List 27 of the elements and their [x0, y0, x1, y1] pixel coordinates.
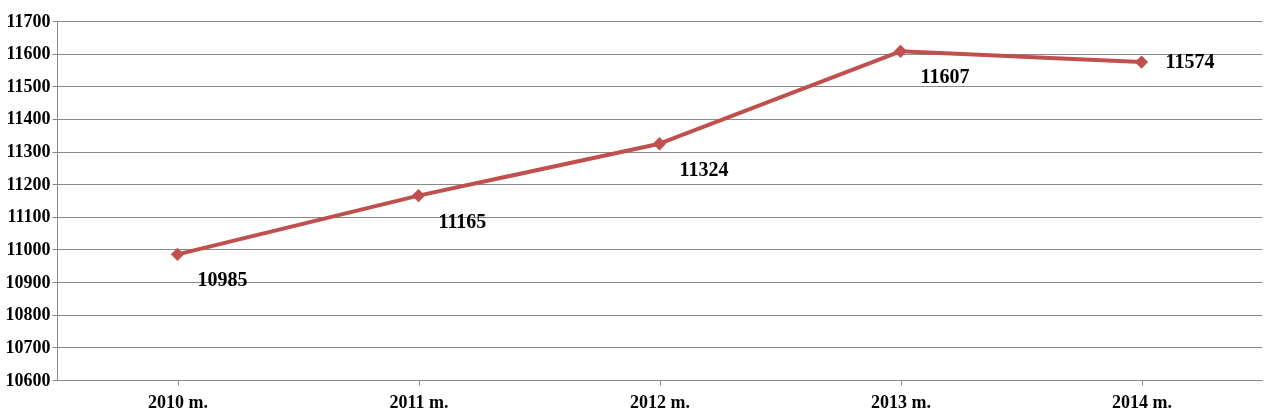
- point: [1134, 55, 1149, 69]
- data-label: 10985: [197, 268, 248, 291]
- y-tick-label: 11700: [6, 10, 51, 31]
- y-tick-label: 10700: [5, 336, 51, 357]
- y-tick-label: 11200: [6, 173, 51, 194]
- y-tick-label: 10800: [5, 304, 51, 325]
- data-label: 11324: [679, 157, 729, 180]
- point: [411, 188, 426, 203]
- data-label: 11574: [1165, 50, 1215, 73]
- y-tick-label: 10600: [5, 369, 51, 390]
- y-tick-label: 11600: [6, 43, 51, 64]
- x-tick-label: 2010 m.: [148, 391, 208, 412]
- point: [893, 44, 908, 59]
- x-tick-label: 2012 m.: [630, 391, 690, 412]
- y-tick-label: 11300: [6, 141, 51, 162]
- x-tick-label: 2011 m.: [389, 391, 449, 412]
- y-tick-label: 10900: [5, 271, 51, 292]
- y-tick-label: 11100: [7, 206, 51, 227]
- x-tick-label: 2013 m.: [871, 391, 931, 412]
- y-tick-label: 11500: [6, 75, 51, 96]
- data-label: 11165: [438, 209, 487, 232]
- data-label: 11607: [920, 65, 970, 88]
- y-tick-label: 11000: [6, 238, 51, 259]
- point: [170, 247, 185, 262]
- y-tick-label: 11400: [6, 108, 51, 129]
- x-tick-label: 2014 m.: [1112, 391, 1172, 412]
- point: [652, 137, 667, 151]
